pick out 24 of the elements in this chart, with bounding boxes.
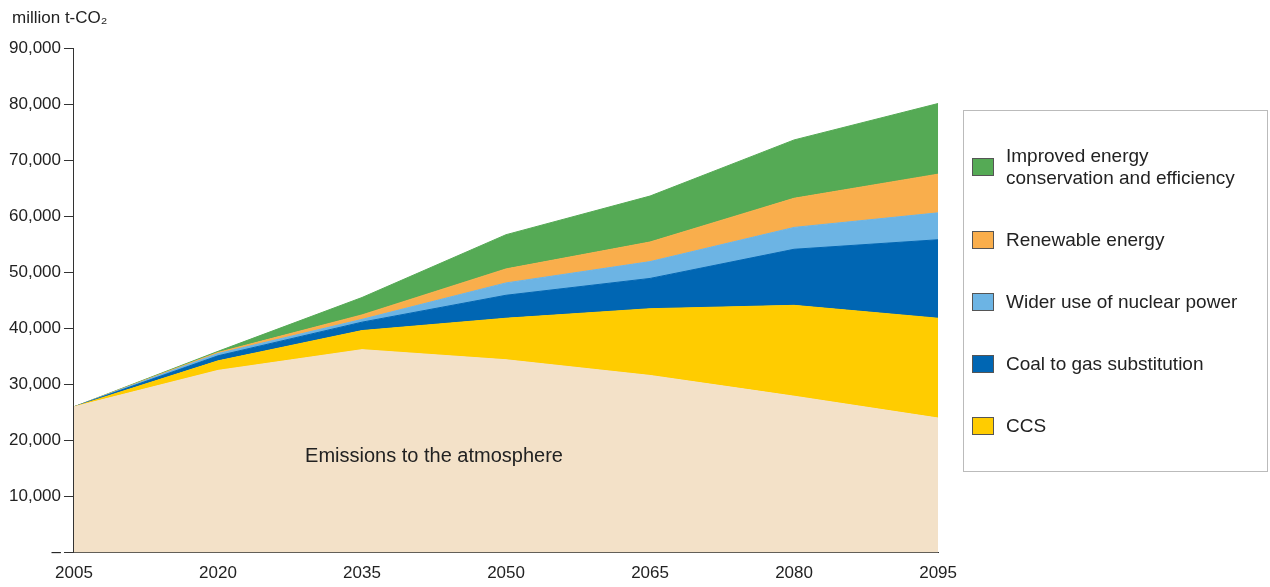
x-tick-label: 2035 xyxy=(343,563,381,583)
y-tick-label: 10,000 xyxy=(9,486,61,506)
x-tick-label: 2020 xyxy=(199,563,237,583)
y-tick-label: 30,000 xyxy=(9,374,61,394)
x-tick-label: 2050 xyxy=(487,563,525,583)
y-tick-label: 80,000 xyxy=(9,93,61,113)
legend-label: Renewable energy xyxy=(1006,229,1165,251)
x-tick-label: 2095 xyxy=(919,563,957,583)
y-tick-label: 20,000 xyxy=(9,430,61,450)
legend-label: CCS xyxy=(1006,415,1047,437)
y-tick-label: 60,000 xyxy=(9,205,61,225)
y-tick-label: 70,000 xyxy=(9,149,61,169)
y-axis-title: million t-CO₂ xyxy=(12,8,108,28)
x-tick-label: 2065 xyxy=(631,563,669,583)
y-tick-label: 90,000 xyxy=(9,37,61,57)
y-tick-label: 50,000 xyxy=(9,261,61,281)
legend-label: Improved energy conservation and efficiency xyxy=(1006,145,1236,189)
y-tick-label: 40,000 xyxy=(9,318,61,338)
legend-label: Wider use of nuclear power xyxy=(1006,291,1238,313)
legend-label: Coal to gas substitution xyxy=(1006,353,1204,375)
y-tick-label: – xyxy=(51,542,62,562)
series-label: Emissions to the atmosphere xyxy=(305,443,563,466)
x-tick-label: 2005 xyxy=(55,563,93,583)
x-tick-label: 2080 xyxy=(775,563,813,583)
